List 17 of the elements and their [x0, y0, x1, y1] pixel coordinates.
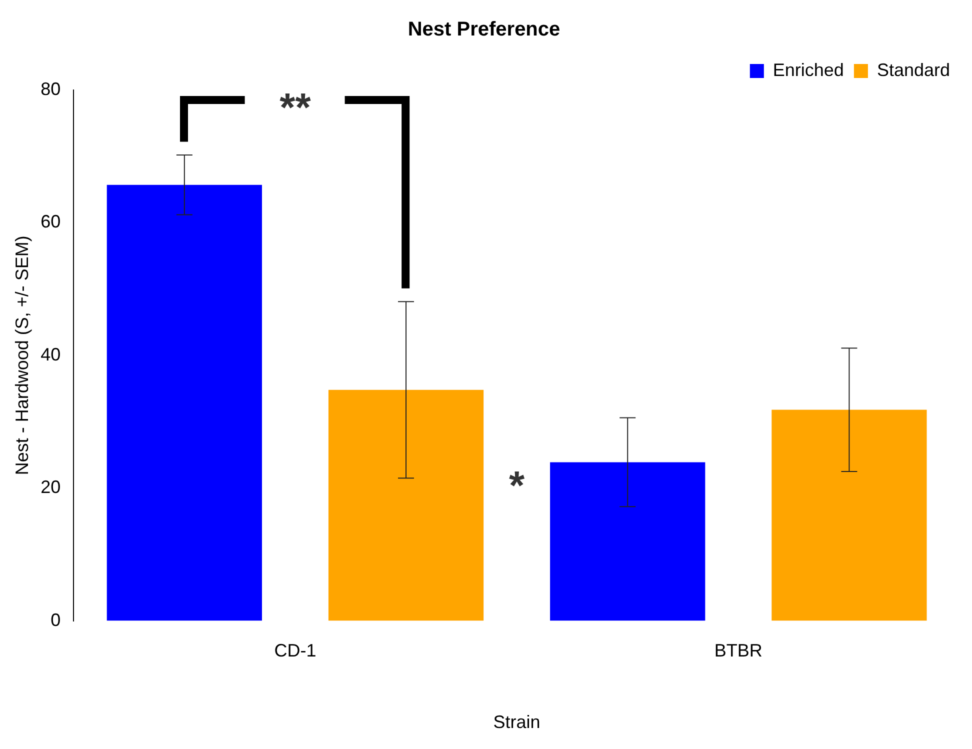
- annotation: **: [280, 86, 312, 130]
- x-tick-label: BTBR: [714, 640, 762, 661]
- chart-title: Nest Preference: [408, 18, 560, 41]
- bar: [328, 390, 484, 621]
- bar: [550, 462, 706, 621]
- y-tick-label: 60: [40, 212, 61, 232]
- x-tick-label: CD-1: [274, 640, 316, 661]
- y-axis-title: Nest - Hardwood (S, +/- SEM): [12, 236, 32, 476]
- y-tick-label: 80: [40, 78, 61, 99]
- y-tick-label: 0: [50, 610, 61, 630]
- annotation: *: [509, 464, 526, 508]
- y-tick-label: 20: [40, 477, 61, 498]
- x-axis-title: Strain: [493, 712, 540, 732]
- legend-label: Standard: [876, 60, 950, 80]
- bar: [772, 410, 927, 621]
- legend-label: Enriched: [772, 60, 844, 80]
- y-tick-label: 40: [40, 344, 61, 364]
